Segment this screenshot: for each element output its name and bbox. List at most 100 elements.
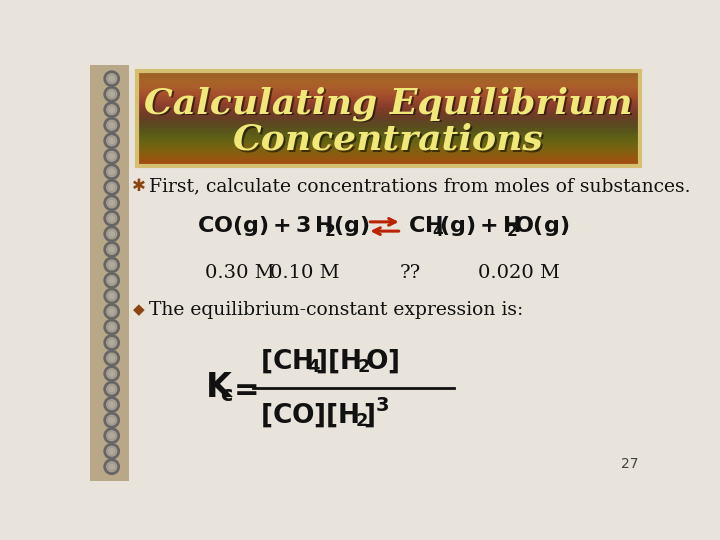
Text: Calculating Equilibrium: Calculating Equilibrium <box>144 86 633 120</box>
Bar <box>137 76 640 78</box>
Text: $\mathbf{4}$: $\mathbf{4}$ <box>307 357 320 376</box>
Bar <box>137 83 640 86</box>
Bar <box>137 126 640 129</box>
Bar <box>137 157 640 160</box>
Bar <box>137 140 640 143</box>
Text: $\mathbf{CH}$: $\mathbf{CH}$ <box>408 217 443 237</box>
Text: 0.020 M: 0.020 M <box>477 264 559 282</box>
Text: $\mathbf{[CH}$: $\mathbf{[CH}$ <box>261 347 313 375</box>
Bar <box>137 147 640 150</box>
Text: $\mathbf{2}$: $\mathbf{2}$ <box>324 223 336 239</box>
Bar <box>137 128 640 131</box>
Bar <box>137 73 640 76</box>
Bar <box>137 71 640 74</box>
Text: 27: 27 <box>621 457 639 471</box>
Circle shape <box>109 200 114 205</box>
Text: Concentrations: Concentrations <box>235 124 545 158</box>
Bar <box>137 85 640 88</box>
Circle shape <box>109 294 114 298</box>
Bar <box>137 116 640 119</box>
Bar <box>137 138 640 140</box>
Bar <box>137 112 640 114</box>
Text: First, calculate concentrations from moles of substances.: First, calculate concentrations from mol… <box>149 178 690 195</box>
Circle shape <box>109 325 114 329</box>
Circle shape <box>109 434 114 438</box>
Circle shape <box>109 372 114 376</box>
Text: ✱: ✱ <box>132 178 145 195</box>
Text: $\mathbf{]}$: $\mathbf{]}$ <box>363 401 374 429</box>
Text: $\mathbf{=}$: $\mathbf{=}$ <box>228 373 258 404</box>
Bar <box>137 87 640 90</box>
Circle shape <box>109 402 114 407</box>
Text: $\mathbf{2}$: $\mathbf{2}$ <box>357 357 370 376</box>
Bar <box>137 154 640 157</box>
Bar <box>137 131 640 133</box>
Circle shape <box>109 340 114 345</box>
Text: 0.30 M: 0.30 M <box>204 264 274 282</box>
Bar <box>137 119 640 122</box>
Text: $\mathbf{c}$: $\mathbf{c}$ <box>220 386 233 404</box>
Circle shape <box>109 387 114 392</box>
Bar <box>137 92 640 95</box>
Bar <box>137 80 640 83</box>
Bar <box>137 133 640 136</box>
Text: $\mathbf{2}$: $\mathbf{2}$ <box>506 223 518 239</box>
Circle shape <box>109 76 114 81</box>
Circle shape <box>109 232 114 236</box>
Bar <box>137 102 640 105</box>
Bar <box>137 109 640 112</box>
Bar <box>137 136 640 138</box>
Circle shape <box>109 92 114 97</box>
Text: Calculating Equilibrium: Calculating Equilibrium <box>145 87 634 122</box>
Text: $\mathbf{(g) + H}$: $\mathbf{(g) + H}$ <box>438 214 521 239</box>
Bar <box>137 150 640 152</box>
Text: ??: ?? <box>400 264 421 282</box>
Text: $\mathbf{(g)}$: $\mathbf{(g)}$ <box>333 214 369 239</box>
Circle shape <box>109 154 114 159</box>
Bar <box>137 95 640 98</box>
Text: $\mathbf{][H}$: $\mathbf{][H}$ <box>315 347 361 375</box>
Bar <box>137 159 640 162</box>
Bar <box>137 161 640 165</box>
Text: The equilibrium‐constant expression is:: The equilibrium‐constant expression is: <box>149 301 523 319</box>
Bar <box>137 145 640 148</box>
Bar <box>137 124 640 126</box>
Circle shape <box>109 247 114 252</box>
Bar <box>137 143 640 145</box>
Bar <box>137 99 640 103</box>
Bar <box>137 107 640 110</box>
Text: Concentrations: Concentrations <box>233 123 544 157</box>
Circle shape <box>109 309 114 314</box>
Bar <box>137 152 640 155</box>
Text: $\mathbf{O(g)}$: $\mathbf{O(g)}$ <box>514 214 570 239</box>
Text: $\mathbf{3}$: $\mathbf{3}$ <box>375 396 390 415</box>
Circle shape <box>109 107 114 112</box>
Bar <box>137 104 640 107</box>
Circle shape <box>109 262 114 267</box>
Circle shape <box>109 278 114 283</box>
Text: 0.10 M: 0.10 M <box>270 264 339 282</box>
Bar <box>90 65 129 481</box>
Text: ◆: ◆ <box>133 302 145 317</box>
Text: $\mathbf{CO(g) + 3\, H}$: $\mathbf{CO(g) + 3\, H}$ <box>197 214 333 239</box>
Circle shape <box>109 138 114 143</box>
Text: $\mathbf{4}$: $\mathbf{4}$ <box>432 223 444 239</box>
Bar <box>137 121 640 124</box>
Bar <box>137 90 640 93</box>
Circle shape <box>109 185 114 190</box>
Bar <box>137 78 640 81</box>
Circle shape <box>109 123 114 127</box>
Text: $\mathbf{K}$: $\mathbf{K}$ <box>204 372 233 404</box>
Circle shape <box>109 418 114 422</box>
Text: $\mathbf{O]}$: $\mathbf{O]}$ <box>365 347 400 375</box>
Bar <box>137 114 640 117</box>
Text: $\mathbf{2}$: $\mathbf{2}$ <box>355 411 368 429</box>
Text: $\mathbf{[CO][H}$: $\mathbf{[CO][H}$ <box>261 401 360 429</box>
Bar <box>137 97 640 100</box>
Circle shape <box>109 356 114 360</box>
Circle shape <box>109 464 114 469</box>
Circle shape <box>109 170 114 174</box>
Bar <box>137 164 640 167</box>
Circle shape <box>109 216 114 221</box>
Circle shape <box>109 449 114 454</box>
